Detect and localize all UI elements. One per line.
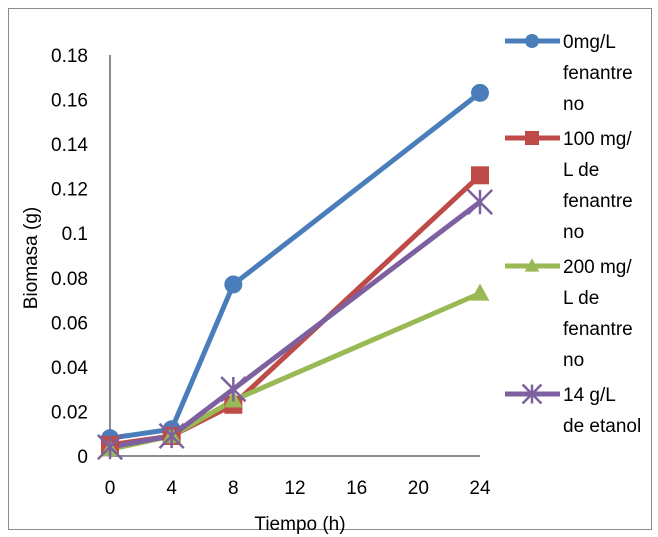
x-tick-label: 24	[469, 478, 491, 499]
y-tick-label: 0	[77, 447, 88, 468]
data-point-marker	[521, 383, 543, 405]
y-tick-label: 0.1	[62, 224, 88, 245]
y-tick-label: 0.16	[51, 91, 88, 112]
data-point-marker	[471, 83, 489, 102]
data-point-marker	[96, 434, 124, 461]
legend-label: L de	[563, 288, 599, 309]
series-line-1	[109, 90, 482, 441]
data-point-marker	[224, 275, 243, 294]
legend-label: no	[563, 94, 584, 115]
legend-label: no	[563, 350, 584, 371]
x-tick-label: 12	[284, 478, 305, 499]
legend-label: 0mg/L	[563, 32, 616, 53]
data-point-marker	[466, 188, 494, 216]
series-group	[96, 83, 494, 461]
series-line-4	[109, 200, 482, 450]
series-line-2	[109, 173, 482, 448]
y-tick-labels: 0 0.02 0.04 0.06 0.08 0.1 0.12 0.14 0.16 0.18	[51, 46, 88, 468]
y-tick-label: 0.06	[51, 313, 88, 334]
legend-label: fenantre	[563, 191, 633, 212]
legend-label: fenantre	[563, 319, 633, 340]
x-tick-label: 20	[408, 478, 429, 499]
y-axis-title: Biomasa (g)	[21, 207, 42, 309]
legend-label: 14 g/L	[563, 385, 616, 406]
data-point-marker	[471, 166, 489, 185]
x-axis-title: Tiempo (h)	[254, 514, 345, 535]
data-point-marker	[470, 283, 490, 301]
y-tick-label: 0.08	[51, 269, 88, 290]
y-tick-label: 0.18	[51, 46, 88, 67]
legend-item-3: 200 mg/L de fenantre no	[505, 257, 633, 371]
x-tick-label: 0	[105, 478, 116, 499]
data-point-marker	[524, 258, 540, 272]
legend-label: 200 mg/	[563, 257, 632, 278]
legend-item-1: 0mg/L fenantre no	[505, 32, 633, 115]
x-tick-label: 4	[166, 478, 177, 499]
data-point-marker	[158, 422, 185, 449]
legend-label: fenantre	[563, 63, 633, 84]
legend-item-4: 14 g/L de etanol	[505, 383, 641, 437]
x-tick-label: 8	[228, 478, 239, 499]
x-tick-label: 16	[346, 478, 367, 499]
legend-label: L de	[563, 160, 599, 181]
legend-item-2: 100 mg/L de fenantre no	[505, 129, 633, 243]
x-tick-labels: 0 4 8 12 16 20 24	[105, 478, 491, 499]
legend-label: de etanol	[563, 416, 641, 437]
data-point-marker	[525, 131, 539, 145]
y-tick-label: 0.14	[51, 135, 88, 156]
y-tick-label: 0.04	[51, 358, 88, 379]
y-tick-label: 0.12	[51, 180, 88, 201]
y-tick-label: 0.02	[51, 402, 88, 423]
data-point-marker	[525, 34, 539, 48]
legend-label: 100 mg/	[563, 129, 632, 150]
legend-label: no	[563, 222, 584, 243]
data-point-marker	[220, 376, 247, 403]
